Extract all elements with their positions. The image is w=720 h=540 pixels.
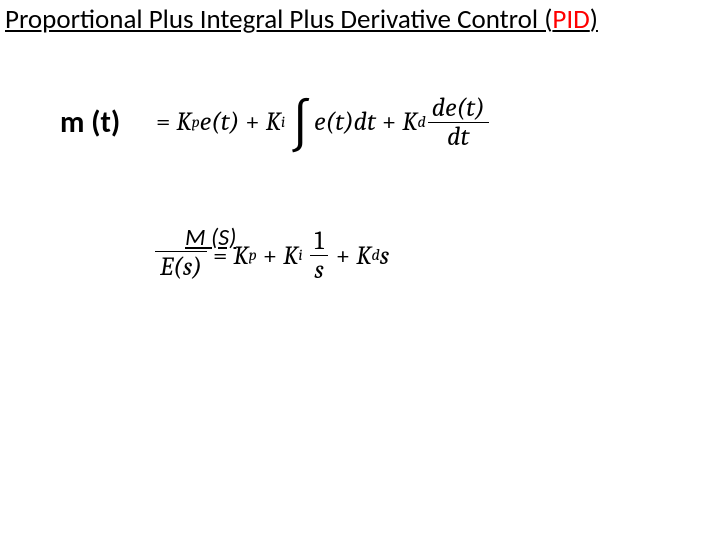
eq1-rhs: = Kpe(t) + Ki ∫ e(t) dt + Kd de(t) dt [150,82,491,162]
equation-time-domain: m (t) = Kpe(t) + Ki ∫ e(t) dt + Kd de(t)… [60,82,700,162]
title-accent: PID [552,3,589,36]
equation-s-domain: M (S) E(s) = Kp + Ki 1 s + Kd s [155,225,389,284]
eq1-Kd-K: K [402,107,417,137]
page-title: Proportional Plus Integral Plus Derivati… [5,4,598,35]
eq2-Kp-sub: p [249,246,257,265]
eq2-Ki-K: K [283,241,298,271]
eq2-one-over-s: 1 s [308,227,329,284]
slide: Proportional Plus Integral Plus Derivati… [0,0,720,540]
eq2-lhs-label: M (S) [185,223,236,252]
eq1-plus2: + [376,107,402,137]
eq1-equals: = [150,107,176,137]
eq2-frac-den: s [310,256,327,284]
eq2-lhs-den: E(s) [155,252,207,282]
eq1-Kp-K: K [176,107,191,137]
eq2-plus1: + [257,241,283,271]
title-suffix: ) [590,3,598,36]
eq1-frac-num: de(t) [428,94,489,122]
eq2-s: s [380,241,389,271]
eq2-Kd-K: K [356,241,371,271]
title-prefix: Proportional Plus Integral Plus Derivati… [5,3,552,36]
eq1-Kd-sub: d [418,113,426,132]
eq1-integrand: e(t) [314,107,354,137]
eq1-dt: dt [354,107,376,137]
eq1-lhs: m (t) [60,104,120,141]
eq2-Kd-sub: d [371,246,379,265]
eq1-Kp-sub: p [192,113,200,132]
integral-icon: ∫ [285,99,314,153]
eq1-et1: e(t) [200,107,240,137]
eq2-frac-num: 1 [310,227,327,255]
eq2-plus2: + [330,241,356,271]
eq2-Ki-sub: i [298,246,302,265]
eq1-plus1: + [239,107,265,137]
eq1-Ki-K: K [266,107,281,137]
eq1-frac-den: dt [443,123,473,151]
eq1-derivative-fraction: de(t) dt [426,94,491,151]
